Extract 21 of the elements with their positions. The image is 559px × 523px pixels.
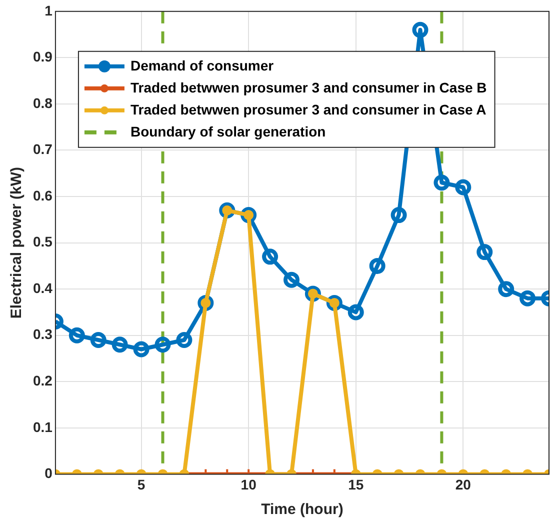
x-tick-label: 5 xyxy=(137,476,146,492)
legend-label: Demand of consumer xyxy=(130,57,274,74)
y-tick-label: 0 xyxy=(44,465,53,482)
ref-line-label: Boundary of solar generation xyxy=(130,123,326,140)
x-tick-label: 10 xyxy=(240,476,257,492)
y-axis-title: Electrical power (kW) xyxy=(8,166,26,319)
x-axis-title: Time (hour) xyxy=(261,501,344,518)
y-tick-label: 1 xyxy=(44,2,53,18)
x-tick-label: 15 xyxy=(348,476,364,492)
y-tick-label: 0.7 xyxy=(32,141,53,158)
legend-label: Traded betwwen prosumer 3 and consumer in Case B xyxy=(130,79,487,96)
legend-label: Traded betwwen prosumer 3 and consumer in Case A xyxy=(130,101,486,118)
y-tick-label: 0.3 xyxy=(32,326,53,342)
y-tick-label: 0.2 xyxy=(32,372,53,388)
y-tick-label: 0.4 xyxy=(32,280,53,296)
y-tick-label: 0.5 xyxy=(32,234,53,250)
y-tick-label: 0.9 xyxy=(32,48,53,65)
x-tick-label: 20 xyxy=(455,476,472,492)
y-tick-label: 0.6 xyxy=(32,187,53,204)
y-tick-label: 0.8 xyxy=(32,94,53,111)
y-tick-label: 0.1 xyxy=(32,418,53,435)
